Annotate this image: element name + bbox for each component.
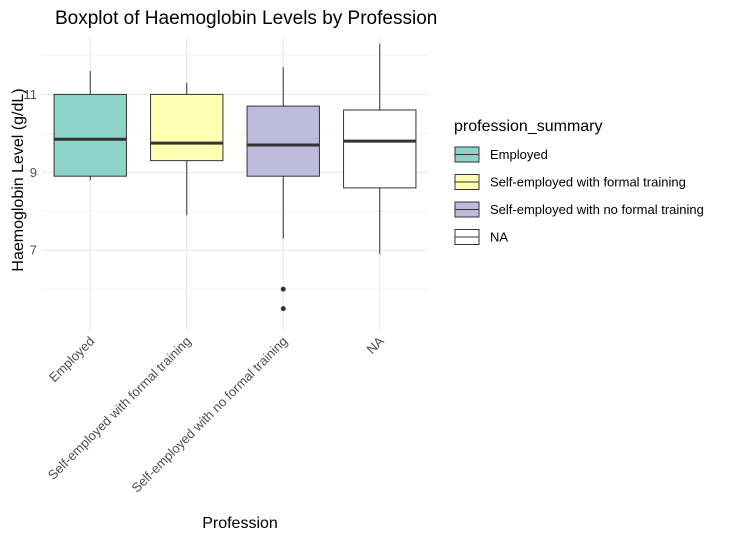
- legend-label: Self-employed with no formal training: [490, 202, 704, 217]
- legend-item: Self-employed with no formal training: [454, 201, 704, 218]
- box-body: [246, 105, 320, 177]
- legend-item: NA: [454, 229, 508, 245]
- y-tick-labels: 7 9 11: [24, 87, 38, 258]
- box-group: [343, 43, 417, 255]
- y-tick-label: 7: [30, 243, 37, 258]
- box-body: [150, 93, 224, 162]
- legend-item: Employed: [454, 146, 548, 163]
- y-tick-label: 11: [24, 87, 38, 102]
- y-axis-title: Haemoglobin Level (g/dL): [10, 88, 27, 271]
- legend-label: Self-employed with formal training: [490, 175, 686, 190]
- box-layer: [53, 43, 417, 312]
- box-outlier: [280, 286, 286, 292]
- legend-label: NA: [490, 230, 508, 245]
- chart-title: Boxplot of Haemoglobin Levels by Profess…: [55, 8, 437, 29]
- x-tick-label: NA: [363, 333, 387, 357]
- legend-item: Self-employed with formal training: [454, 174, 686, 190]
- box-group: [53, 71, 127, 181]
- x-tick-label: Employed: [46, 334, 97, 385]
- box-body: [343, 109, 417, 189]
- y-tick-label: 9: [30, 165, 37, 180]
- box-outlier: [280, 306, 286, 312]
- legend: profession_summary Employed Self-employed…: [454, 118, 704, 245]
- legend-label: Employed: [490, 147, 548, 162]
- legend-title: profession_summary: [454, 118, 603, 135]
- x-tick-label: Self-employed with no formal training: [129, 334, 291, 496]
- x-axis-title: Profession: [202, 515, 278, 532]
- box-group: [246, 67, 320, 312]
- box-group: [150, 82, 224, 216]
- box-body: [53, 93, 127, 177]
